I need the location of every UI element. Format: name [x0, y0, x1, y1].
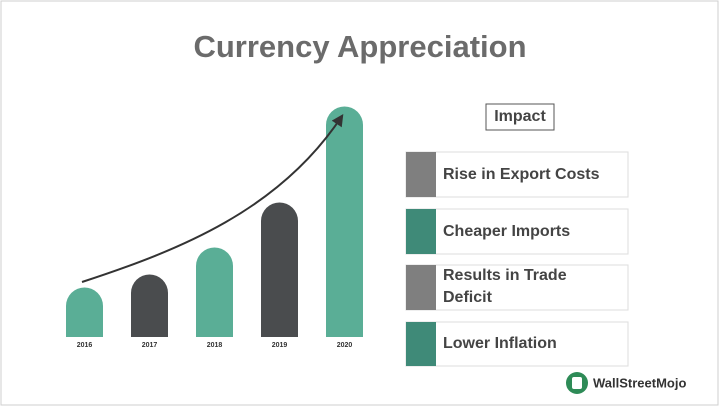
bar	[196, 247, 233, 337]
impact-item: Rise in Export Costs	[443, 166, 600, 183]
year-label: 2020	[337, 342, 353, 349]
year-label: 2016	[77, 342, 93, 349]
row-swatch	[406, 209, 436, 254]
year-label: 2017	[142, 342, 158, 349]
logo: WallStreetMojo	[566, 372, 686, 394]
title: Currency Appreciation	[193, 29, 526, 64]
impact-row	[405, 264, 629, 311]
impact-box	[485, 103, 555, 131]
logo-text: WallStreetMojo	[593, 375, 686, 390]
bar	[326, 106, 363, 337]
bar	[261, 202, 298, 337]
impact-heading: Impact	[494, 108, 546, 125]
impact-item: Lower Inflation	[443, 335, 557, 352]
row-swatch	[406, 152, 436, 197]
impact-item: Deficit	[443, 289, 493, 306]
bar	[66, 287, 103, 337]
row-swatch	[406, 265, 436, 310]
impact-row	[405, 321, 629, 367]
impact-row	[405, 208, 629, 255]
bars	[66, 106, 363, 337]
year-label: 2018	[207, 342, 223, 349]
impact-item: Cheaper Imports	[443, 223, 570, 240]
bar	[131, 274, 168, 337]
impact-item: Results in Trade	[443, 267, 567, 284]
trend-arrow	[81, 113, 344, 283]
impact-row	[405, 151, 629, 198]
logo-icon-detail	[572, 377, 582, 389]
year-label: 2019	[272, 342, 288, 349]
row-swatch	[406, 322, 436, 366]
